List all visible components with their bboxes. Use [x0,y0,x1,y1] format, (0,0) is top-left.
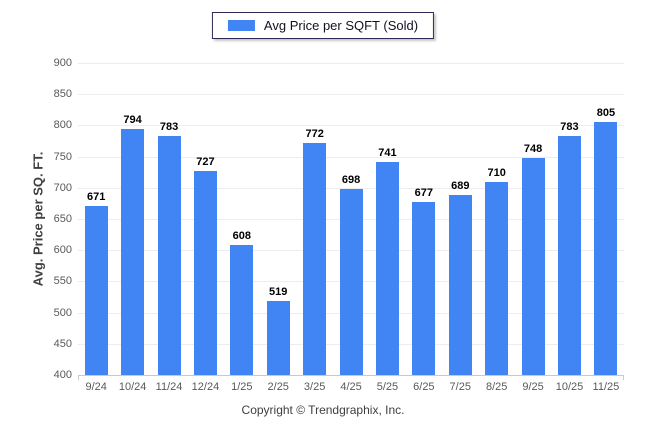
bar-slot: 608 [224,63,260,375]
bar-value-label: 794 [123,114,142,127]
bar [266,300,290,375]
bar-slot: 783 [551,63,587,375]
legend-label: Avg Price per SQFT (Sold) [263,18,419,33]
y-tick-label: 450 [53,337,72,350]
x-axis-label: 9/25 [522,381,544,393]
y-tick-label: 750 [53,150,72,163]
x-axis-label: 11/24 [155,381,183,393]
bar-slot: 710 [478,63,514,375]
gridline [78,125,624,127]
bar-slot: 698 [333,63,369,375]
bar [84,205,108,375]
legend: Avg Price per SQFT (Sold) [211,12,435,39]
x-axis-label: 10/25 [555,381,584,393]
x-axis-label: 9/24 [85,381,107,393]
x-axis-label: 12/24 [191,381,220,393]
bar [193,170,217,375]
x-axis-label: 3/25 [303,381,326,393]
bar-value-label: 805 [596,107,616,120]
x-axis-label: 1/25 [231,381,253,393]
bar-slot: 689 [442,63,478,375]
bars-row: 671 794 783 727 608 519 772 698 741 677 689 710 748 7… [78,63,624,375]
x-axis-labels: 9/24 10/24 11/24 12/24 1/25 2/25 3/25 4/25 5/25 6… [78,381,624,393]
bar-slot: 677 [406,63,442,375]
bar-slot: 783 [151,63,187,375]
x-axis-label: 10/24 [118,381,147,393]
bar [121,129,145,375]
gridline [78,63,624,64]
bar-value-label: 741 [378,147,397,160]
bar-value-label: 698 [341,174,361,187]
bar-slot: 805 [588,63,624,375]
x-axis-label: 11/25 [592,381,620,393]
y-tick-label: 400 [53,369,72,381]
bar [594,122,618,375]
bar-slot: 727 [187,63,223,375]
bar-value-label: 748 [523,142,543,155]
bar-value-label: 677 [414,187,434,200]
bar-value-label: 710 [487,166,506,179]
copyright-text: Copyright © Trendgraphix, Inc. [241,403,405,417]
bar-slot: 748 [515,63,551,375]
y-axis-ticks: 900 850 800 750 700 650 600 550 500 450 400 [0,58,74,381]
y-tick-label: 800 [53,119,72,132]
x-axis-label: 5/25 [376,381,399,393]
bar [230,245,254,375]
bar-slot: 772 [296,63,332,375]
bar-value-label: 783 [560,121,579,134]
bar-slot: 671 [78,63,114,375]
y-tick-label: 500 [53,306,72,319]
y-tick-label: 650 [53,213,72,225]
legend-swatch-icon [227,20,255,31]
gridline [78,156,624,158]
bar [448,194,472,375]
y-tick-label: 850 [53,88,72,101]
bar-slot: 519 [260,63,296,375]
bar-value-label: 783 [159,121,179,134]
bar-value-label: 727 [196,155,215,168]
bar-value-label: 689 [451,179,470,192]
y-tick-label: 900 [53,57,72,69]
gridline [78,94,624,96]
bar-value-label: 608 [232,230,251,243]
x-axis-label: 7/25 [449,381,471,393]
bar [485,181,509,375]
bar [339,189,363,375]
x-axis-label: 4/25 [340,381,362,393]
bar-value-label: 519 [269,285,288,298]
x-axis-label: 8/25 [485,381,508,393]
gridline [78,187,624,189]
y-tick-label: 550 [53,275,72,288]
bar [412,202,436,375]
bar [375,162,399,375]
plot-area: 671 794 783 727 608 519 772 698 741 677 689 710 748 7… [78,63,624,380]
x-axis-label: 2/25 [267,381,289,393]
x-axis-label: 6/25 [413,381,435,393]
bar [157,136,181,375]
bar [557,136,581,375]
bar-slot: 741 [369,63,405,375]
bar-slot: 794 [114,63,150,375]
bar-value-label: 772 [305,127,324,140]
bar-value-label: 671 [87,190,106,203]
bar [303,142,327,375]
y-tick-label: 600 [53,244,72,257]
y-tick-label: 700 [53,181,72,194]
bar [521,157,545,375]
